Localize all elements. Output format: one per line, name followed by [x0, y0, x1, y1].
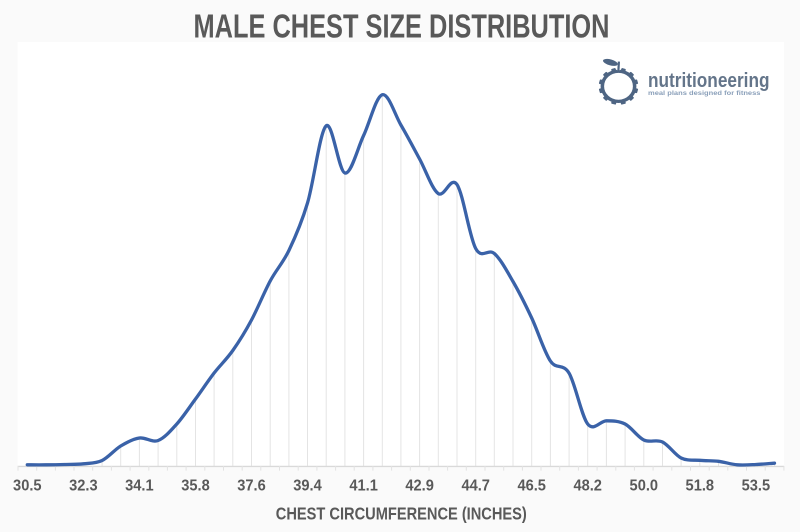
- svg-text:30.5: 30.5: [13, 478, 42, 495]
- svg-text:44.7: 44.7: [461, 478, 490, 495]
- svg-text:meal plans designed for fitnes: meal plans designed for fitness: [648, 90, 761, 97]
- svg-text:51.8: 51.8: [686, 478, 715, 495]
- svg-text:39.4: 39.4: [293, 478, 322, 495]
- svg-text:42.9: 42.9: [405, 478, 434, 495]
- svg-text:53.5: 53.5: [742, 478, 771, 495]
- svg-text:46.5: 46.5: [517, 478, 546, 495]
- svg-text:50.0: 50.0: [630, 478, 659, 495]
- svg-text:MALE CHEST SIZE DISTRIBUTION: MALE CHEST SIZE DISTRIBUTION: [194, 7, 610, 44]
- svg-text:32.3: 32.3: [69, 478, 98, 495]
- svg-text:35.8: 35.8: [181, 478, 210, 495]
- svg-text:37.6: 37.6: [237, 478, 266, 495]
- svg-text:41.1: 41.1: [349, 478, 378, 495]
- svg-text:nutritioneering: nutritioneering: [648, 70, 770, 92]
- svg-text:34.1: 34.1: [125, 478, 154, 495]
- svg-text:CHEST CIRCUMFERENCE (INCHES): CHEST CIRCUMFERENCE (INCHES): [276, 504, 527, 524]
- svg-text:48.2: 48.2: [573, 478, 602, 495]
